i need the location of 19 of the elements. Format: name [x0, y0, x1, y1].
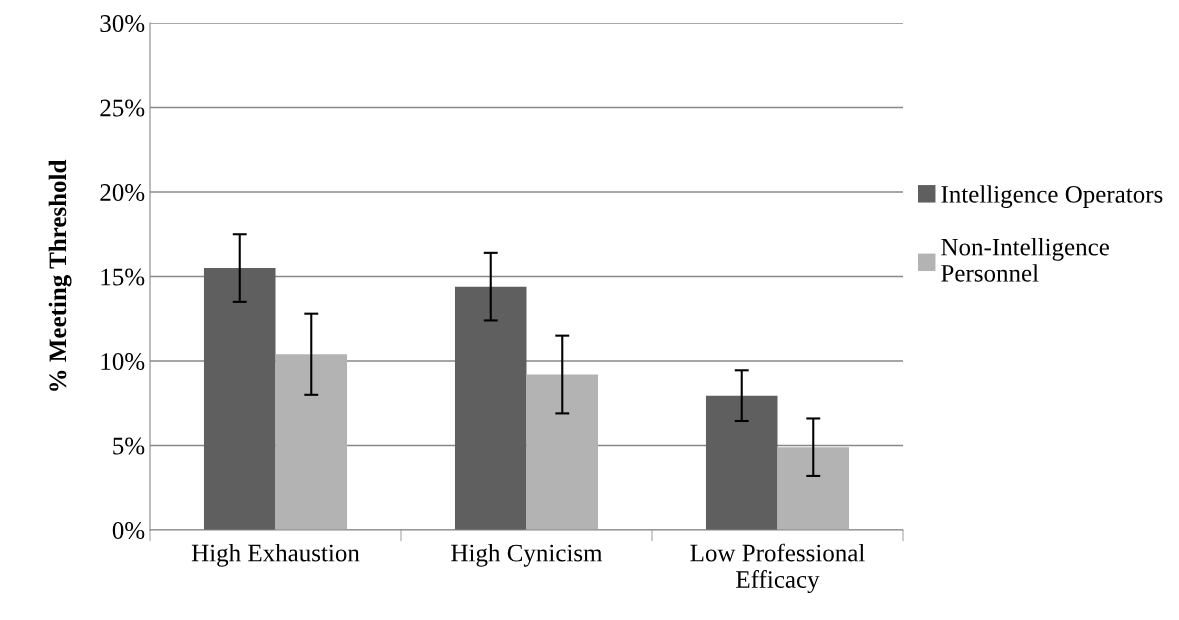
bar — [275, 354, 348, 530]
y-tick-label: 20% — [100, 184, 145, 201]
bar — [705, 395, 778, 530]
bar — [526, 374, 599, 530]
bar — [454, 286, 527, 530]
legend-label: Non-Intelligence Personnel — [941, 237, 1109, 282]
y-axis-title: % Meeting Threshold — [48, 159, 72, 391]
y-tick-label: 30% — [100, 15, 145, 32]
legend-label: Intelligence Operators — [941, 185, 1163, 208]
x-tick-label: Low Professional Efficacy — [690, 543, 865, 594]
x-tick-label: High Exhaustion — [191, 543, 360, 567]
y-tick-label: 15% — [101, 268, 145, 286]
y-tick-label: 5% — [113, 437, 145, 455]
x-tick-label: High Cynicism — [451, 543, 603, 567]
y-tick-label: 25% — [100, 99, 145, 117]
y-tick-label: 10% — [101, 353, 145, 370]
y-tick-label: 0% — [112, 522, 145, 539]
bar — [777, 447, 850, 530]
bar — [203, 268, 276, 530]
